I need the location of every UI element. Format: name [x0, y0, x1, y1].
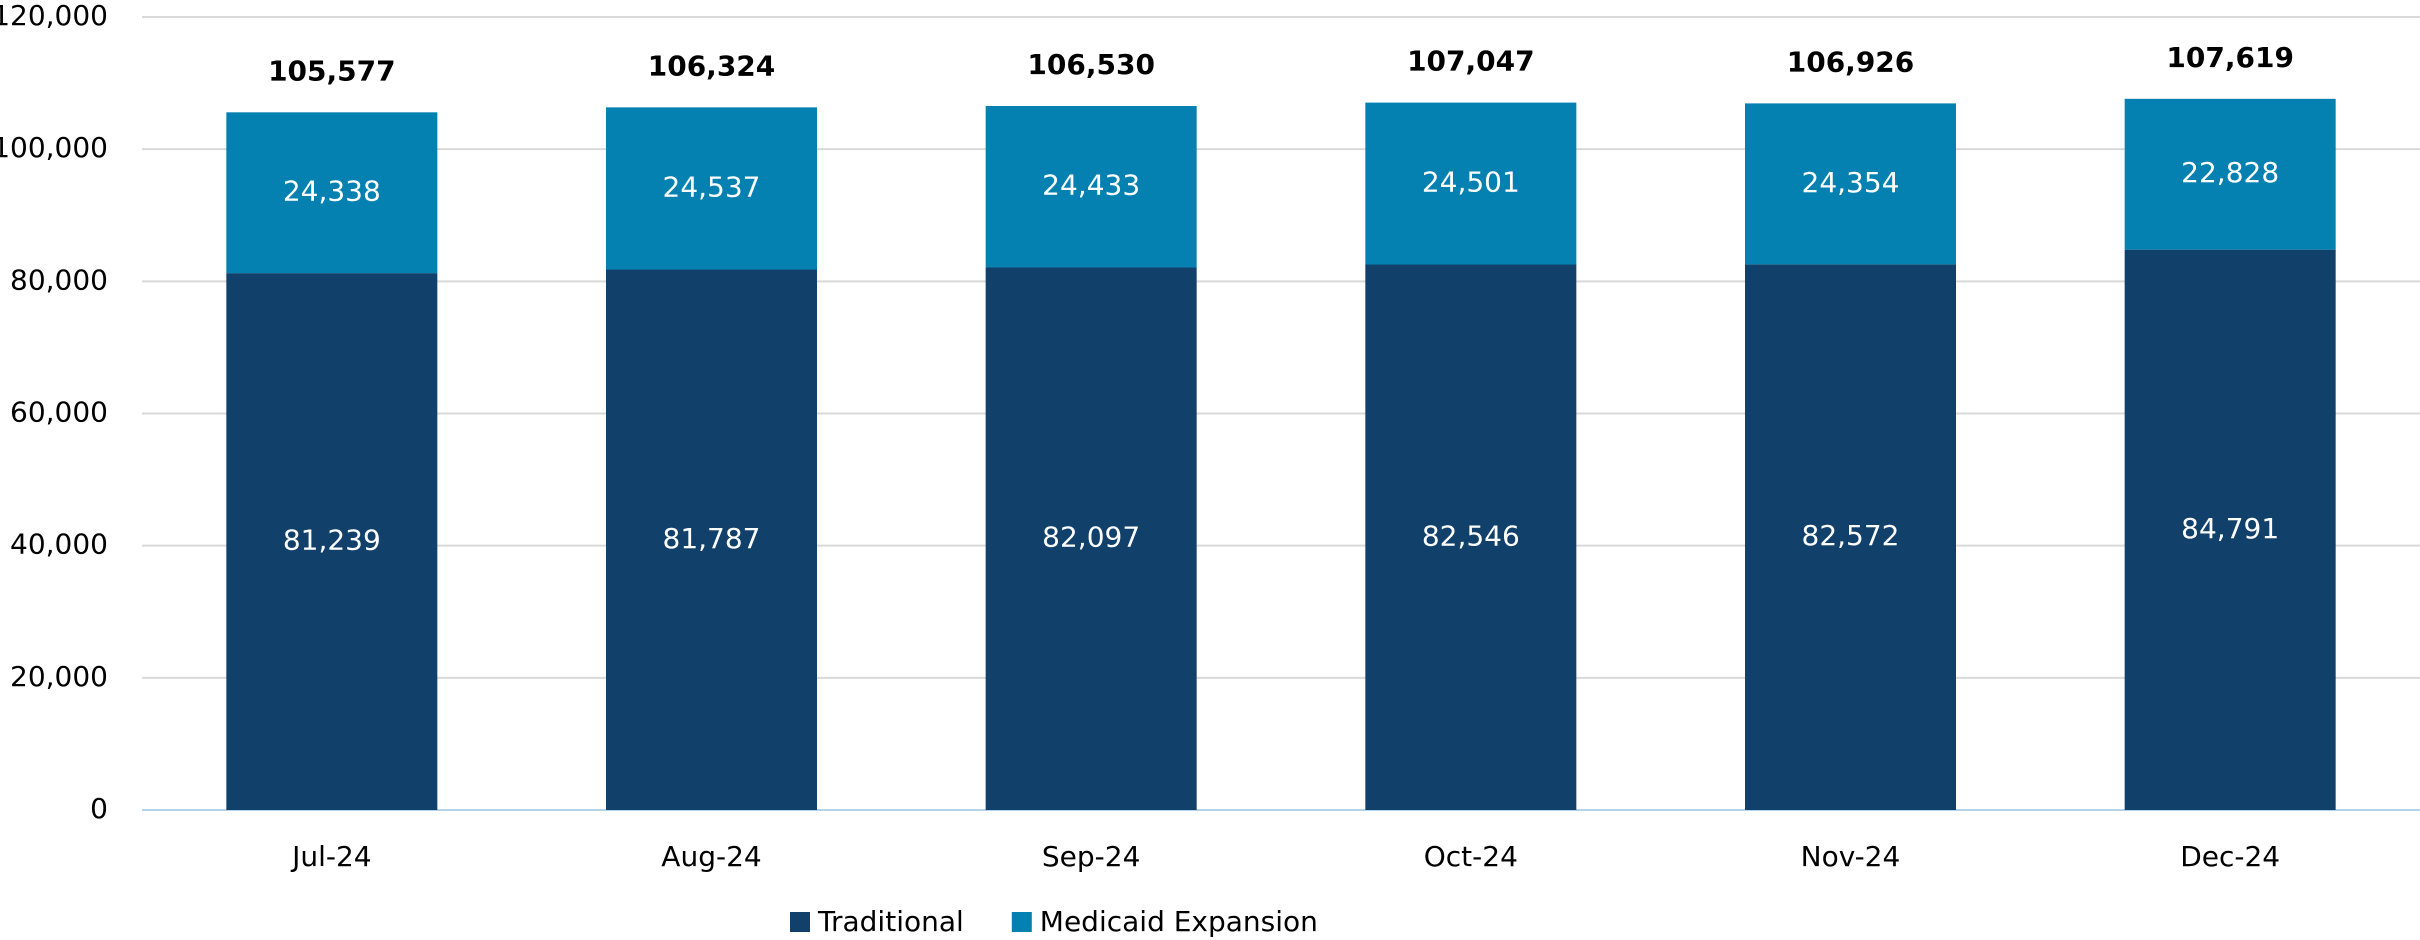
bar-segment	[1745, 103, 1956, 265]
bar-segment	[2124, 249, 2336, 811]
total-label: 105,577	[268, 54, 396, 87]
value-label: 82,097	[1042, 521, 1140, 554]
total-label: 107,047	[1407, 45, 1535, 78]
value-label: 81,239	[283, 524, 381, 557]
y-tick-label: 100,000	[0, 131, 108, 164]
value-label: 24,338	[283, 175, 381, 208]
total-label: 106,324	[648, 49, 776, 82]
bar-segment	[226, 112, 438, 274]
total-label: 107,619	[2166, 41, 2294, 74]
value-label: 24,354	[1802, 166, 1900, 199]
x-tick-label: Dec-24	[2180, 840, 2280, 873]
bar-segment	[1365, 102, 1577, 265]
legend-label: Traditional	[817, 905, 964, 938]
value-label: 22,828	[2181, 156, 2279, 189]
y-tick-label: 80,000	[10, 263, 108, 296]
x-tick-label: Jul-24	[290, 840, 372, 873]
x-tick-label: Oct-24	[1424, 840, 1518, 873]
value-label: 81,787	[663, 522, 761, 555]
bar-segment	[606, 107, 817, 270]
legend-swatch	[1011, 912, 1032, 932]
value-label: 82,572	[1802, 519, 1900, 552]
legend-swatch	[790, 912, 810, 932]
bar-segment	[226, 273, 438, 810]
bar-segment	[1365, 264, 1577, 810]
x-tick-label: Aug-24	[661, 840, 761, 873]
value-label: 24,433	[1042, 169, 1140, 202]
y-tick-label: 120,000	[0, 0, 108, 32]
legend-label: Medicaid Expansion	[1040, 905, 1318, 938]
value-label: 24,501	[1422, 166, 1520, 199]
bar-segment	[985, 267, 1197, 810]
value-label: 24,537	[663, 170, 761, 203]
x-tick-label: Sep-24	[1042, 840, 1141, 873]
bar-segment	[985, 106, 1197, 268]
bar-segment	[1745, 264, 1956, 811]
bar-segment	[2124, 98, 2336, 250]
value-label: 84,791	[2181, 512, 2279, 545]
bar-segment	[606, 269, 817, 810]
y-tick-label: 40,000	[10, 528, 108, 561]
total-label: 106,530	[1027, 48, 1155, 81]
x-tick-label: Nov-24	[1801, 840, 1901, 873]
total-label: 106,926	[1787, 45, 1915, 78]
value-label: 82,546	[1422, 519, 1520, 552]
y-tick-label: 0	[90, 792, 108, 825]
y-tick-label: 20,000	[10, 660, 108, 693]
y-tick-label: 60,000	[10, 396, 108, 429]
